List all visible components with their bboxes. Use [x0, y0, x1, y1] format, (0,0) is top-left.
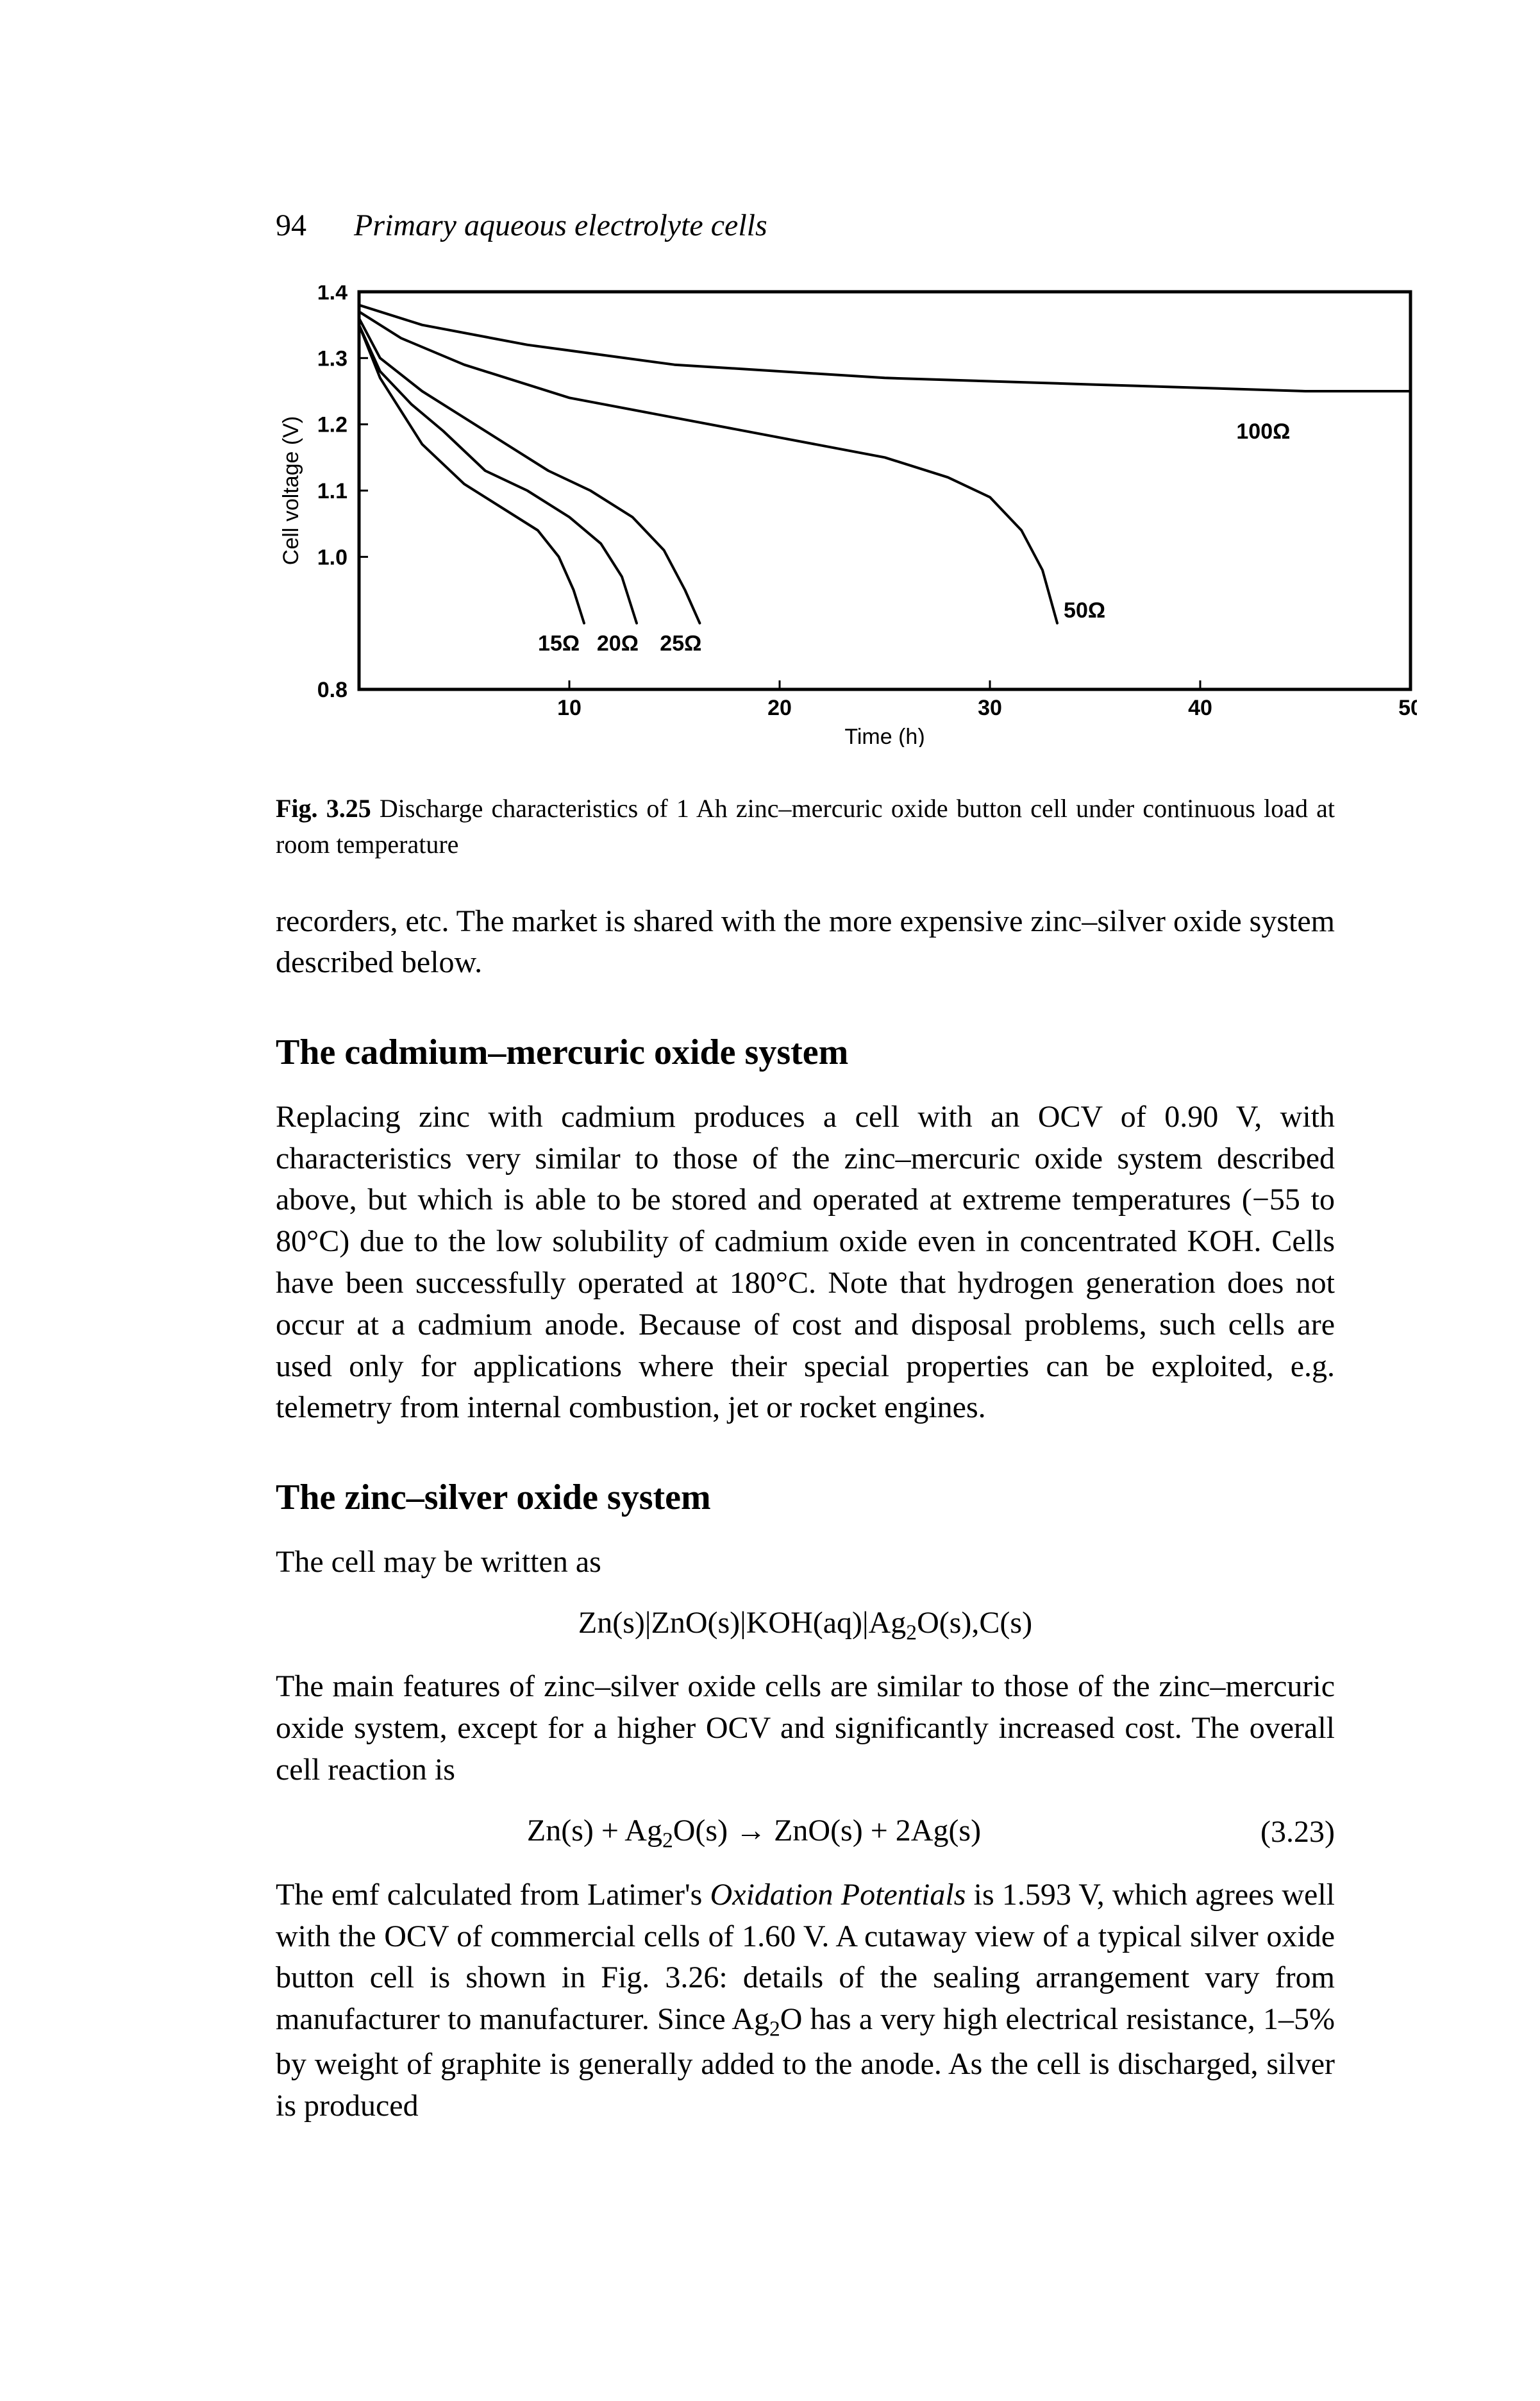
figure-caption: Fig. 3.25 Discharge characteristics of 1… [276, 791, 1335, 863]
body-paragraph: The cell may be written as [276, 1542, 1335, 1583]
reaction-equation: Zn(s) + Ag2O(s) → ZnO(s) + 2Ag(s) [276, 1810, 1232, 1855]
svg-text:100Ω: 100Ω [1236, 419, 1290, 444]
svg-text:Time (h): Time (h) [844, 725, 925, 747]
body-paragraph: The emf calculated from Latimer's Oxidat… [276, 1874, 1335, 2127]
svg-text:20Ω: 20Ω [597, 631, 639, 655]
section-heading-cadmium: The cadmium–mercuric oxide system [276, 1029, 1335, 1077]
svg-text:1.0: 1.0 [317, 545, 347, 569]
svg-text:40: 40 [1188, 696, 1212, 720]
svg-text:1.3: 1.3 [317, 346, 347, 371]
figure-label: Fig. 3.25 [276, 794, 371, 823]
svg-text:15Ω: 15Ω [538, 631, 580, 655]
body-paragraph: Replacing zinc with cadmium produces a c… [276, 1097, 1335, 1429]
svg-text:50: 50 [1398, 696, 1417, 720]
cell-notation-equation: Zn(s)|ZnO(s)|KOH(aq)|Ag2O(s),C(s) [276, 1603, 1335, 1647]
reaction-equation-row: Zn(s) + Ag2O(s) → ZnO(s) + 2Ag(s) (3.23) [276, 1810, 1335, 1855]
equation-number: (3.23) [1232, 1812, 1335, 1853]
figure-caption-text: Discharge characteristics of 1 Ah zinc–m… [276, 794, 1335, 859]
page-number: 94 [276, 205, 346, 247]
svg-text:50Ω: 50Ω [1064, 598, 1105, 623]
svg-text:1.1: 1.1 [317, 479, 347, 503]
running-head: 94 Primary aqueous electrolyte cells [276, 205, 1335, 247]
discharge-chart: 10203040500.81.01.11.21.31.4Time (h)Cell… [276, 285, 1335, 759]
running-title: Primary aqueous electrolyte cells [354, 208, 767, 242]
svg-text:1.4: 1.4 [317, 285, 347, 305]
svg-text:25Ω: 25Ω [660, 631, 701, 655]
svg-text:10: 10 [557, 696, 582, 720]
svg-text:1.2: 1.2 [317, 412, 347, 437]
svg-text:0.8: 0.8 [317, 678, 347, 702]
section-heading-zinc-silver: The zinc–silver oxide system [276, 1474, 1335, 1522]
svg-text:20: 20 [767, 696, 792, 720]
svg-text:Cell voltage (V): Cell voltage (V) [279, 416, 303, 565]
body-paragraph: The main features of zinc–silver oxide c… [276, 1666, 1335, 1790]
svg-text:30: 30 [978, 696, 1002, 720]
body-paragraph: recorders, etc. The market is shared wit… [276, 901, 1335, 984]
